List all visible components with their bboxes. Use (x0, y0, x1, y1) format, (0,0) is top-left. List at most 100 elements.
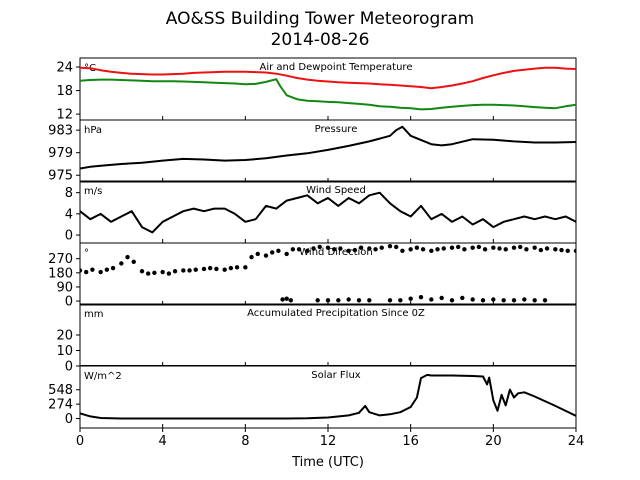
series-group (80, 66, 576, 111)
wind-direction-point (222, 267, 227, 272)
wind-direction-point (387, 298, 393, 303)
x-tick-label: 20 (485, 434, 502, 449)
panel-label: Wind Direction (299, 247, 373, 258)
wind-direction-point (311, 246, 316, 251)
wind-direction-point (325, 245, 331, 250)
wind-direction-point (201, 266, 207, 272)
wind-direction-point (441, 246, 446, 251)
wind-direction-point (317, 244, 322, 250)
wind-direction-point (544, 246, 550, 251)
wind-direction-point (429, 297, 434, 302)
wind-direction-point (166, 271, 172, 276)
wind-direction-point (119, 261, 124, 266)
panel-unit: W/m^2 (84, 371, 122, 382)
x-tick-label: 24 (568, 434, 585, 449)
wind-direction-point (98, 269, 103, 275)
wind-direction-point (234, 265, 240, 270)
wind-direction-point (367, 298, 372, 303)
y-tick-label: 20 (56, 329, 73, 344)
wind-direction-point (193, 267, 198, 272)
series-line-0-1 (80, 78, 576, 111)
wind-direction-point (532, 298, 537, 303)
x-tick-label: 8 (241, 434, 249, 449)
wind-direction-point (420, 247, 426, 252)
panel-unit: hPa (84, 125, 102, 136)
wind-direction-point (456, 244, 461, 250)
x-tick-label: 12 (320, 434, 337, 449)
wind-direction-point (80, 268, 83, 273)
y-tick-label: 270 (48, 252, 73, 267)
panel-label: Solar Flux (311, 370, 361, 381)
panel-2: 0 4 8 m/s Wind Speed (65, 180, 577, 244)
wind-direction-point (356, 298, 362, 303)
wind-direction-point (511, 245, 517, 250)
wind-direction-point (553, 247, 558, 252)
wind-direction-point (172, 269, 178, 274)
y-tick-label: 180 (48, 266, 73, 281)
wind-direction-point (358, 245, 364, 250)
wind-direction-point (418, 294, 424, 300)
series-line-0-0 (80, 66, 576, 90)
y-tick-label: 548 (48, 383, 73, 398)
wind-direction-point (542, 298, 548, 303)
wind-direction-point (305, 248, 310, 254)
wind-direction-point (497, 246, 502, 251)
wind-direction-point (501, 298, 506, 303)
panel-label: Air and Dewpoint Temperature (260, 62, 413, 73)
wind-direction-point (524, 247, 529, 252)
x-axis-label: Time (UTC) (291, 455, 364, 470)
wind-direction-point (284, 296, 289, 301)
wind-direction-point (480, 298, 486, 303)
y-tick-label: 90 (56, 280, 73, 295)
wind-direction-point (429, 248, 434, 254)
wind-direction-point (476, 244, 482, 250)
y-tick-label: 24 (56, 61, 73, 76)
wind-direction-point (352, 247, 358, 253)
wind-direction-point (346, 297, 351, 302)
y-tick-label: 4 (65, 207, 73, 222)
wind-direction-point (187, 268, 192, 273)
wind-direction-point (408, 247, 413, 252)
series-line-5-0 (80, 373, 576, 420)
panel-unit: ° (84, 248, 89, 259)
wind-direction-point (482, 247, 488, 252)
wind-direction-point (449, 298, 455, 303)
y-tick-label: 979 (48, 146, 73, 161)
wind-direction-point (503, 247, 508, 252)
wind-direction-point (284, 251, 289, 257)
series-line-1-0 (80, 125, 576, 170)
wind-direction-point (460, 295, 465, 301)
wind-direction-point (152, 270, 157, 276)
wind-direction-point (280, 297, 285, 302)
y-tick-label: 10 (56, 344, 73, 359)
wind-direction-point (518, 244, 523, 250)
wind-direction-point (325, 298, 331, 303)
wind-direction-point (511, 298, 517, 303)
series-group (80, 243, 576, 303)
series-group (80, 373, 576, 420)
x-tick-label: 16 (402, 434, 419, 449)
wind-direction-point (90, 267, 95, 272)
figure-subtitle: 2014-08-26 (271, 30, 370, 50)
x-tick-label: 4 (159, 434, 167, 449)
wind-direction-point (373, 247, 378, 252)
y-tick-label: 983 (48, 124, 73, 139)
wind-direction-point (288, 298, 293, 303)
wind-direction-point (414, 245, 420, 250)
y-tick-label: 0 (65, 295, 73, 310)
y-tick-label: 0 (65, 360, 73, 375)
panel-unit: m/s (84, 186, 102, 197)
panel-label: Pressure (315, 124, 358, 135)
wind-direction-point (491, 245, 496, 250)
wind-direction-point (462, 247, 467, 252)
wind-direction-point (408, 296, 413, 301)
wind-direction-point (336, 298, 341, 303)
wind-direction-point (181, 268, 186, 273)
wind-direction-point (379, 245, 384, 250)
y-tick-label: 0 (65, 229, 73, 244)
